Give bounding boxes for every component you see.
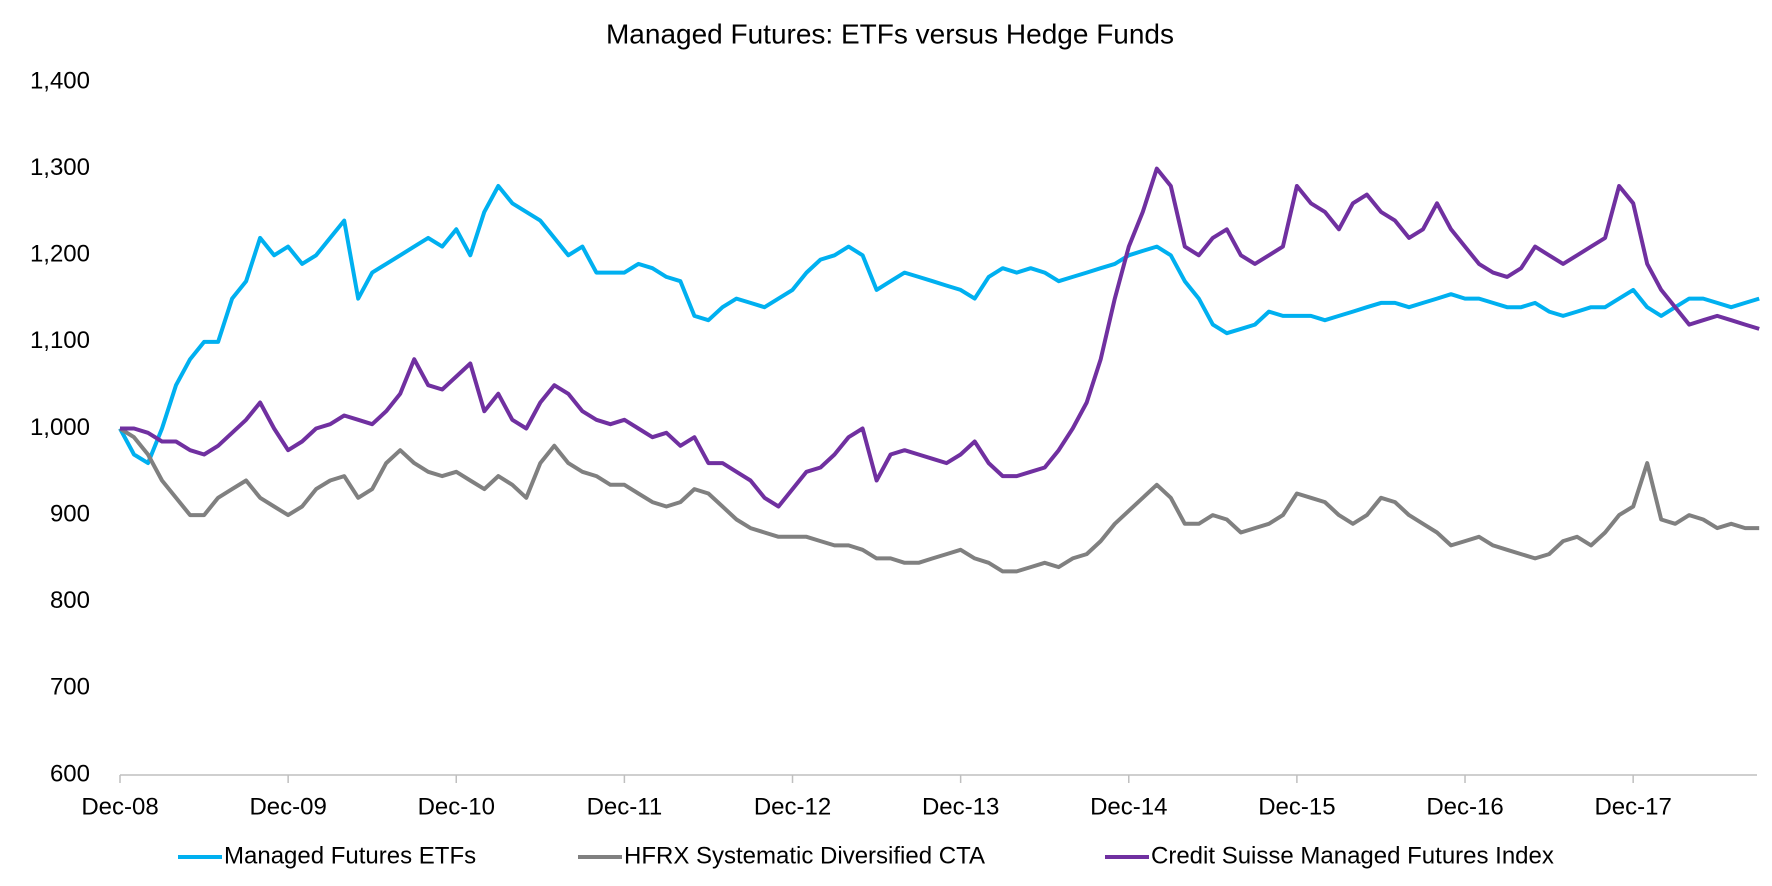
series-line [118,184,1760,466]
x-tick-label: Dec-08 [81,793,158,820]
x-tick-label: Dec-13 [922,793,999,820]
y-tick-label: 1,300 [30,154,90,181]
legend-label: Credit Suisse Managed Futures Index [1151,842,1554,869]
x-tick-label: Dec-17 [1594,793,1671,820]
chart-title: Managed Futures: ETFs versus Hedge Funds [606,18,1174,49]
y-tick-label: 700 [50,674,90,701]
x-tick-label: Dec-09 [249,793,326,820]
y-tick-label: 1,000 [30,414,90,441]
x-tick-label: Dec-16 [1426,793,1503,820]
y-tick-label: 800 [50,587,90,614]
x-tick-label: Dec-11 [587,793,663,820]
x-tick-label: Dec-15 [1258,793,1335,820]
legend-label: Managed Futures ETFs [224,842,476,869]
y-tick-label: 1,100 [30,327,90,354]
x-tick-label: Dec-14 [1090,793,1167,820]
series-line [118,426,1760,574]
legend-label: HFRX Systematic Diversified CTA [624,842,985,869]
y-tick-label: 600 [50,760,90,787]
x-tick-label: Dec-10 [418,793,495,820]
x-tick-label: Dec-12 [754,793,831,820]
y-tick-label: 1,400 [30,67,90,94]
y-tick-label: 1,200 [30,241,90,268]
series-line [120,166,1760,509]
y-tick-label: 900 [50,500,90,527]
